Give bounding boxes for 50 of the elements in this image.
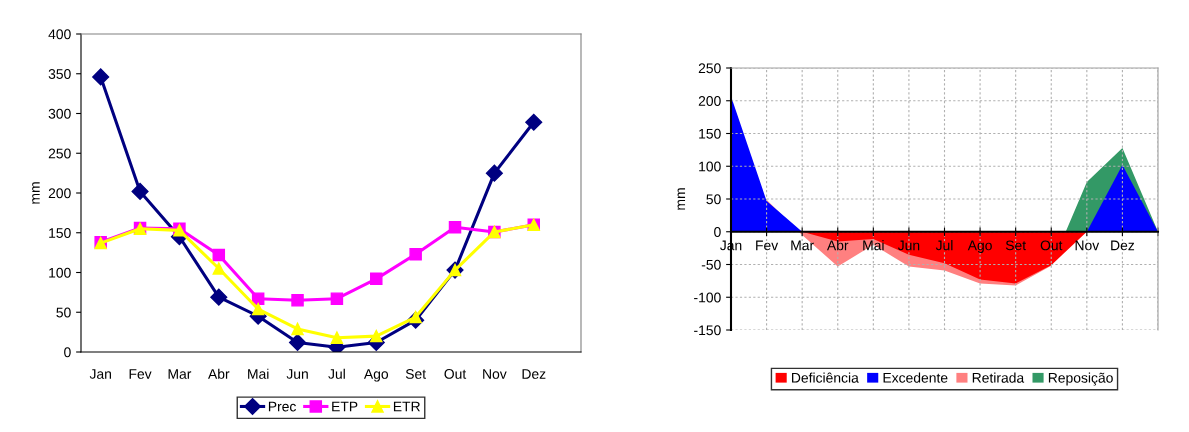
y-tick-label: 300 — [48, 108, 71, 119]
x-tick-label: Mai — [863, 240, 884, 251]
y-tick-label: 350 — [48, 69, 71, 79]
y-tick-label: 100 — [699, 161, 721, 172]
x-tick-label: Set — [405, 369, 426, 379]
y-tick-label: 100 — [49, 267, 71, 278]
y-tick-label: 150 — [49, 228, 71, 238]
y-tick-label: 250 — [48, 148, 71, 159]
legend-label: Reposição — [1048, 372, 1113, 386]
x-tick-label: Fev — [756, 240, 779, 251]
legend-label: Retirada — [972, 372, 1025, 383]
y-tick-label: 200 — [698, 96, 721, 106]
x-tick-label: Out — [444, 369, 467, 379]
legend-label: ETP — [332, 401, 358, 412]
y-tick-label: 50 — [706, 194, 721, 205]
y-tick-label: 0 — [64, 347, 71, 358]
y-tick-label: 250 — [698, 63, 721, 74]
x-tick-label: Jun — [897, 240, 920, 251]
y-tick-label: 0 — [714, 227, 721, 237]
legend-label: ETR — [393, 401, 420, 412]
x-tick-label: Dez — [1111, 240, 1135, 251]
x-tick-label: Nov — [1075, 240, 1100, 251]
x-tick-label: Ago — [363, 369, 389, 382]
legend-label: Deficiência — [792, 372, 859, 383]
x-tick-label: Abr — [208, 368, 230, 379]
x-tick-label: Dez — [522, 369, 546, 379]
x-tick-label: Ago — [967, 240, 992, 254]
x-tick-label: Nov — [483, 369, 507, 379]
x-tick-label: Mar — [791, 240, 814, 251]
legend-label: Excedente — [883, 372, 948, 383]
x-tick-label: Out — [1040, 240, 1063, 251]
y-tick-label: 150 — [699, 128, 721, 139]
y-tick-label: -100 — [694, 292, 721, 303]
y-tick-label: 400 — [48, 29, 71, 40]
x-tick-label: Jul — [328, 368, 345, 379]
y-tick-label: -150 — [694, 325, 721, 336]
y-tick-label: -50 — [701, 259, 721, 270]
x-tick-label: Abr — [826, 240, 849, 251]
x-tick-label: Jul — [935, 240, 953, 251]
x-tick-label: Mar — [168, 369, 192, 379]
y-tick-label: 50 — [56, 307, 71, 318]
y-tick-label: 200 — [48, 188, 71, 199]
y-axis-title: mm — [32, 182, 40, 204]
x-tick-label: Mai — [248, 368, 269, 379]
y-axis-title: mm — [677, 188, 686, 210]
x-tick-label: Fev — [129, 369, 152, 379]
x-tick-label: Set — [1005, 240, 1026, 251]
x-tick-label: Jan — [89, 369, 111, 379]
legend-label: Prec — [268, 401, 296, 412]
x-tick-label: Jun — [286, 369, 308, 379]
